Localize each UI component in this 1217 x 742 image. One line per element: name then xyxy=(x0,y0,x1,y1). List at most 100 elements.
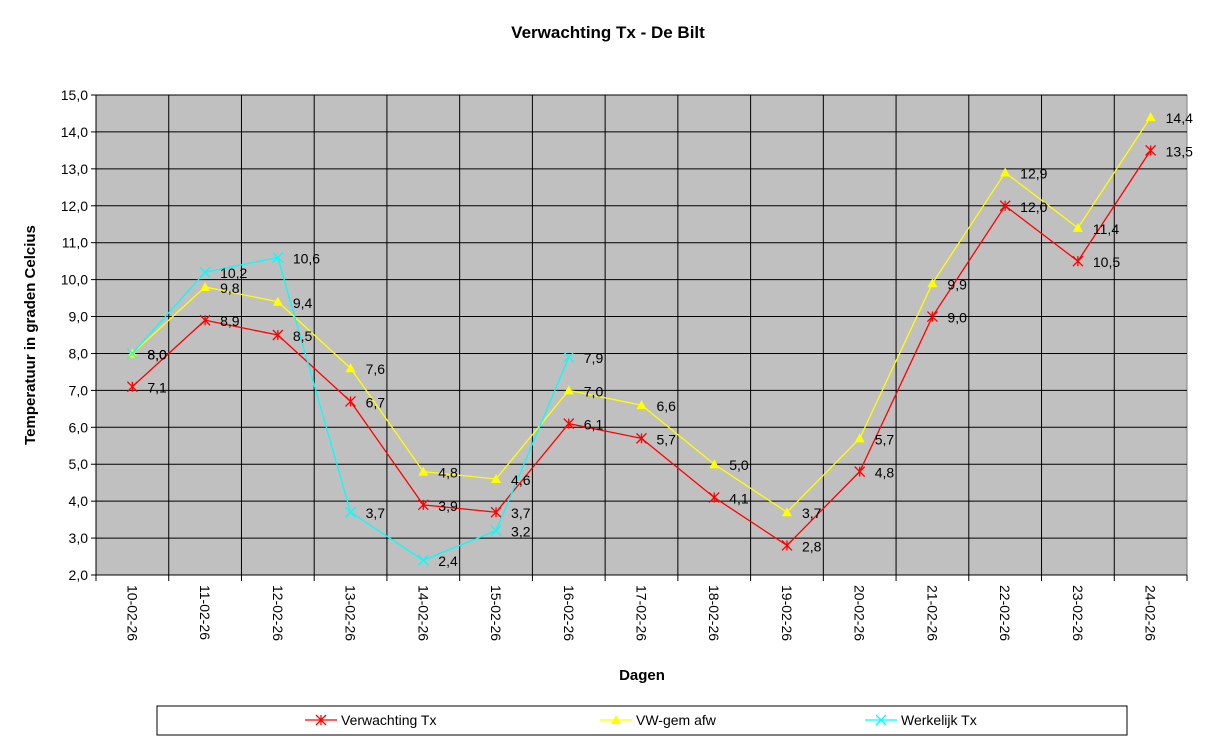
chart-title: Verwachting Tx - De Bilt xyxy=(511,23,705,42)
data-label: 6,6 xyxy=(657,398,677,414)
data-label: 4,1 xyxy=(729,490,749,506)
marker xyxy=(563,418,575,430)
data-label: 8,0 xyxy=(147,346,167,362)
marker-shape xyxy=(272,296,283,306)
y-tick-label: 5,0 xyxy=(69,456,89,472)
marker xyxy=(490,525,502,537)
marker xyxy=(417,554,429,566)
marker xyxy=(926,311,938,322)
marker-shape xyxy=(491,474,502,483)
data-label: 12,9 xyxy=(1020,166,1047,182)
marker xyxy=(345,363,356,373)
marker xyxy=(200,282,211,291)
data-label: 12,0 xyxy=(1020,199,1047,215)
marker-shape xyxy=(636,400,647,410)
data-label: 5,0 xyxy=(729,457,749,473)
marker xyxy=(1000,167,1011,177)
data-label: 3,7 xyxy=(802,505,822,521)
marker xyxy=(636,400,647,410)
marker xyxy=(1072,222,1083,232)
marker-shape xyxy=(636,432,647,444)
marker xyxy=(854,433,865,443)
x-tick-label: 18-02-26 xyxy=(706,585,722,641)
marker-shape xyxy=(345,396,357,407)
data-label: 4,8 xyxy=(875,465,895,481)
marker xyxy=(199,266,211,278)
marker xyxy=(417,499,429,511)
data-label: 6,7 xyxy=(366,394,386,410)
data-label: 2,4 xyxy=(438,553,458,569)
data-label: 3,7 xyxy=(511,505,531,521)
y-axis-label: Temperatuur in graden Celcius xyxy=(22,225,39,445)
marker-shape xyxy=(854,466,866,478)
marker xyxy=(709,459,720,469)
x-tick-label: 21-02-26 xyxy=(924,585,940,641)
marker-shape xyxy=(1072,255,1084,267)
x-tick-label: 19-02-26 xyxy=(779,585,795,641)
marker-shape xyxy=(926,311,938,322)
x-tick-label: 22-02-26 xyxy=(997,585,1013,641)
data-label: 10,2 xyxy=(220,265,247,281)
marker-shape xyxy=(563,385,574,395)
marker-shape xyxy=(875,714,887,726)
marker-shape xyxy=(490,525,502,537)
legend-label: Werkelijk Tx xyxy=(901,712,977,728)
data-label: 7,0 xyxy=(584,383,604,399)
x-tick-label: 16-02-26 xyxy=(561,585,577,641)
marker-shape xyxy=(1072,222,1083,232)
marker xyxy=(490,506,502,518)
marker xyxy=(199,314,211,326)
data-label: 13,5 xyxy=(1166,143,1193,159)
data-label: 3,2 xyxy=(511,524,531,540)
y-tick-label: 4,0 xyxy=(69,493,89,509)
marker-shape xyxy=(417,499,429,511)
x-tick-label: 24-02-26 xyxy=(1143,585,1159,641)
y-tick-label: 15,0 xyxy=(61,87,88,103)
marker xyxy=(272,252,284,263)
legend-marker xyxy=(875,714,887,726)
data-label: 5,7 xyxy=(657,431,677,447)
legend-marker xyxy=(611,715,621,724)
marker xyxy=(418,466,429,476)
y-tick-label: 14,0 xyxy=(61,124,88,140)
data-label: 9,8 xyxy=(220,280,240,296)
y-tick-label: 11,0 xyxy=(62,235,88,251)
y-tick-label: 6,0 xyxy=(69,419,89,435)
data-label: 7,1 xyxy=(147,380,167,396)
marker xyxy=(1145,112,1156,122)
marker-shape xyxy=(999,200,1011,212)
y-tick-label: 12,0 xyxy=(61,198,88,214)
data-label: 9,9 xyxy=(947,276,967,292)
data-label: 4,6 xyxy=(511,472,531,488)
marker xyxy=(491,474,502,483)
data-label: 5,7 xyxy=(875,431,895,447)
x-tick-label: 23-02-26 xyxy=(1070,585,1086,641)
marker-shape xyxy=(927,278,938,288)
x-tick-label: 17-02-26 xyxy=(634,585,650,641)
legend-label: VW-gem afw xyxy=(636,712,717,728)
data-label: 14,4 xyxy=(1166,110,1193,126)
data-label: 11,4 xyxy=(1093,221,1119,237)
marker-shape xyxy=(199,266,211,278)
marker-shape xyxy=(1145,144,1157,156)
legend-marker xyxy=(315,714,327,726)
data-label: 7,9 xyxy=(584,350,604,366)
marker xyxy=(1072,255,1084,267)
marker-shape xyxy=(199,314,211,326)
marker-shape xyxy=(854,433,865,443)
marker-shape xyxy=(781,507,792,517)
marker-shape xyxy=(126,381,138,393)
marker xyxy=(126,381,138,393)
marker-shape xyxy=(418,466,429,476)
marker xyxy=(126,348,138,359)
marker-shape xyxy=(200,282,211,291)
y-tick-label: 7,0 xyxy=(69,382,89,398)
y-tick-label: 13,0 xyxy=(61,161,88,177)
marker-shape xyxy=(611,715,621,724)
data-label: 6,1 xyxy=(584,417,604,433)
marker-shape xyxy=(126,348,138,359)
marker-shape xyxy=(272,252,284,263)
marker xyxy=(272,329,284,341)
data-label: 4,8 xyxy=(438,465,458,481)
